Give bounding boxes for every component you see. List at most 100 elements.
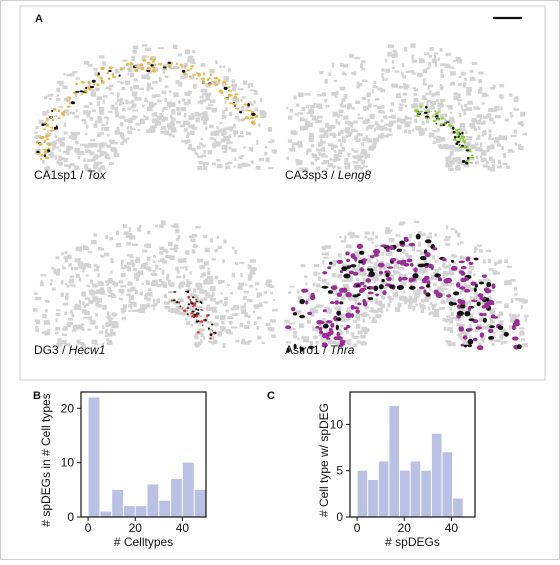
tissue-spot xyxy=(135,97,138,101)
expression-spot-high xyxy=(181,69,186,73)
tissue-spot xyxy=(374,299,379,304)
tissue-spot xyxy=(178,100,181,104)
expression-spot xyxy=(424,252,431,258)
tissue-spot xyxy=(79,143,86,146)
tissue-spot xyxy=(108,319,112,323)
tissue-spot xyxy=(247,101,252,106)
tissue-spot xyxy=(162,248,168,253)
tissue-spot xyxy=(64,251,68,255)
expression-spot xyxy=(430,264,434,271)
tissue-spot xyxy=(323,154,328,158)
expression-spot-high xyxy=(454,135,457,139)
tissue-spot xyxy=(520,330,524,335)
tissue-spot xyxy=(305,282,308,286)
tissue-spot xyxy=(372,85,377,89)
tissue-spot xyxy=(131,263,136,268)
tissue-spot xyxy=(396,117,401,123)
expression-spot xyxy=(201,309,204,311)
tissue-spot xyxy=(137,270,144,276)
tissue-spot xyxy=(489,167,495,172)
tissue-spot xyxy=(232,313,239,316)
tissue-spot xyxy=(86,113,91,118)
tissue-spot xyxy=(376,105,383,110)
tissue-spot xyxy=(509,93,513,97)
tissue-spot xyxy=(135,290,138,294)
tissue-spot xyxy=(89,151,95,156)
tissue-spot xyxy=(91,88,95,92)
expression-spot-high xyxy=(191,296,195,299)
tissue-spot xyxy=(328,340,332,345)
expression-spot xyxy=(514,318,520,325)
expression-spot xyxy=(157,63,160,66)
tissue-spot xyxy=(446,298,451,303)
tissue-spot xyxy=(518,145,524,151)
tissue-spot xyxy=(307,122,314,127)
expression-spot-high xyxy=(420,263,426,267)
tissue-spot xyxy=(88,300,94,305)
tissue-spot xyxy=(331,92,337,96)
expression-spot-high xyxy=(341,266,348,271)
tissue-spot xyxy=(318,120,323,123)
tissue-spot xyxy=(101,123,106,126)
tissue-spot xyxy=(131,127,136,130)
tissue-spot xyxy=(450,125,454,130)
tissue-spot xyxy=(177,285,184,288)
x-tick-label: 0 xyxy=(85,521,92,535)
tissue-spot xyxy=(506,279,512,285)
tissue-spot xyxy=(130,235,136,240)
tissue-spot xyxy=(470,144,476,150)
tissue-spot xyxy=(354,235,360,239)
tissue-spot xyxy=(110,322,116,325)
tissue-spot xyxy=(395,293,398,298)
tissue-spot xyxy=(170,225,175,228)
tissue-spot xyxy=(446,163,453,168)
tissue-spot xyxy=(181,98,186,102)
tissue-spot xyxy=(449,147,454,150)
tissue-spot xyxy=(409,70,415,73)
expression-spot-high xyxy=(425,284,431,288)
tissue-spot xyxy=(473,106,479,110)
tissue-spot xyxy=(347,276,354,281)
tissue-spot xyxy=(217,280,222,285)
tissue-spot xyxy=(496,165,503,169)
tissue-spot xyxy=(439,114,443,119)
expression-spot xyxy=(340,270,344,274)
tissue-spot xyxy=(341,98,346,102)
tissue-spot xyxy=(168,90,172,93)
expression-spot xyxy=(207,83,212,86)
tissue-spot xyxy=(351,106,355,110)
expression-spot-high xyxy=(172,299,176,302)
tissue-spot xyxy=(61,252,65,256)
tissue-spot xyxy=(468,324,472,329)
expression-spot xyxy=(361,258,368,262)
expression-spot-high xyxy=(199,301,202,303)
tissue-spot xyxy=(368,124,373,130)
tissue-spot xyxy=(64,164,69,167)
tissue-spot xyxy=(317,94,323,97)
tissue-spot xyxy=(340,314,345,319)
tissue-spot xyxy=(107,110,113,113)
tissue-spot xyxy=(480,335,486,340)
tissue-spot xyxy=(443,326,447,331)
tissue-spot xyxy=(59,158,62,162)
tissue-spot xyxy=(193,288,196,293)
tissue-spot xyxy=(361,60,366,64)
tissue-spot xyxy=(215,141,221,147)
tissue-spot xyxy=(428,54,432,58)
expression-spot-high xyxy=(90,85,95,89)
expression-spot xyxy=(355,309,361,314)
tissue-spot xyxy=(380,133,384,138)
tissue-spot xyxy=(517,121,522,125)
expression-spot xyxy=(96,83,100,87)
expression-spot xyxy=(456,132,460,136)
tissue-spot xyxy=(459,255,465,260)
tissue-spot xyxy=(95,87,100,92)
tissue-spot xyxy=(211,131,214,136)
tissue-spot xyxy=(62,150,69,154)
tissue-spot xyxy=(203,117,207,121)
spatial-map-thra xyxy=(284,220,529,353)
tissue-spot xyxy=(197,328,201,332)
tissue-spot xyxy=(92,164,98,170)
tissue-spot xyxy=(55,309,61,312)
tissue-spot xyxy=(460,241,464,244)
